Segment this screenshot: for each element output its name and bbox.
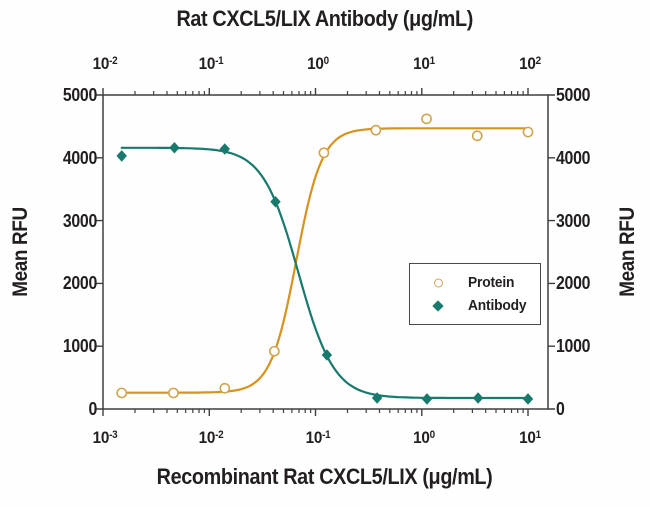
antibody-data-point bbox=[321, 349, 333, 361]
top-axis-title: Rat CXCL5/LIX Antibody (μg/mL) bbox=[0, 6, 650, 32]
antibody-data-point bbox=[270, 195, 281, 208]
legend-label-antibody: Antibody bbox=[468, 297, 527, 314]
protein-data-point bbox=[268, 345, 280, 357]
right-axis-tick-label: 5000 bbox=[556, 85, 591, 105]
protein-data-point bbox=[168, 387, 179, 399]
bottom-axis-tick-label: 101 bbox=[519, 428, 541, 447]
protein-data-point bbox=[471, 130, 483, 142]
right-axis-tick-label: 0 bbox=[556, 399, 565, 419]
left-axis-tick-label: 4000 bbox=[62, 147, 97, 168]
protein-data-point bbox=[318, 147, 330, 159]
top-axis-tick-label: 10-2 bbox=[92, 54, 118, 73]
bottom-axis-tick-label: 10-3 bbox=[92, 428, 118, 447]
protein-marker-icon bbox=[434, 278, 443, 288]
left-axis-title: Mean RFU bbox=[9, 207, 32, 297]
top-axis-tick-label: 102 bbox=[519, 54, 541, 73]
left-axis-tick-label: 2000 bbox=[62, 273, 97, 294]
right-axis-tick-label: 2000 bbox=[556, 273, 591, 294]
bottom-axis-tick-label: 10-2 bbox=[198, 428, 224, 447]
top-axis-title-text: Rat CXCL5/LIX Antibody (μg/mL) bbox=[176, 6, 474, 31]
antibody-data-point bbox=[219, 143, 230, 155]
left-axis-tick-label: 3000 bbox=[62, 210, 97, 231]
bottom-axis-tick-label: 10-1 bbox=[305, 428, 330, 447]
bottom-axis-title: Recombinant Rat CXCL5/LIX (μg/mL) bbox=[0, 464, 650, 490]
right-axis-title: Mean RFU bbox=[616, 207, 639, 297]
protein-data-point bbox=[219, 382, 231, 394]
top-axis-tick-label: 100 bbox=[306, 54, 329, 73]
antibody-marker-icon bbox=[432, 300, 444, 312]
major-ticks bbox=[96, 88, 555, 416]
bottom-axis-title-text: Recombinant Rat CXCL5/LIX (μg/mL) bbox=[157, 464, 493, 489]
protein-data-point bbox=[370, 124, 382, 136]
antibody-data-point bbox=[116, 150, 127, 162]
antibody-data-point bbox=[472, 392, 484, 404]
left-axis-tick-label: 0 bbox=[88, 399, 97, 419]
right-axis-tick-label: 3000 bbox=[556, 210, 591, 231]
top-axis-tick-label: 101 bbox=[412, 54, 435, 73]
left-axis-tick-label: 5000 bbox=[62, 85, 97, 105]
left-axis-tick-label: 1000 bbox=[62, 336, 97, 357]
bottom-axis-tick-label: 100 bbox=[412, 428, 435, 447]
legend-row-antibody: Antibody bbox=[410, 295, 540, 317]
plot-frame bbox=[102, 94, 549, 410]
right-axis-tick-label: 4000 bbox=[556, 147, 591, 168]
antibody-data-point bbox=[421, 393, 433, 405]
antibody-data-point bbox=[522, 393, 534, 405]
antibody-data-point bbox=[371, 392, 383, 404]
legend-label-protein: Protein bbox=[468, 274, 515, 291]
protein-data-point bbox=[522, 126, 534, 138]
minor-ticks bbox=[134, 91, 524, 413]
protein-data-point bbox=[116, 387, 128, 399]
chart-legend: Protein Antibody bbox=[409, 263, 541, 325]
top-axis-tick-label: 10-1 bbox=[198, 54, 224, 73]
antibody-data-point bbox=[169, 141, 180, 154]
right-axis-tick-label: 1000 bbox=[556, 336, 591, 357]
protein-data-point bbox=[421, 113, 432, 125]
legend-row-protein: Protein bbox=[410, 272, 540, 294]
